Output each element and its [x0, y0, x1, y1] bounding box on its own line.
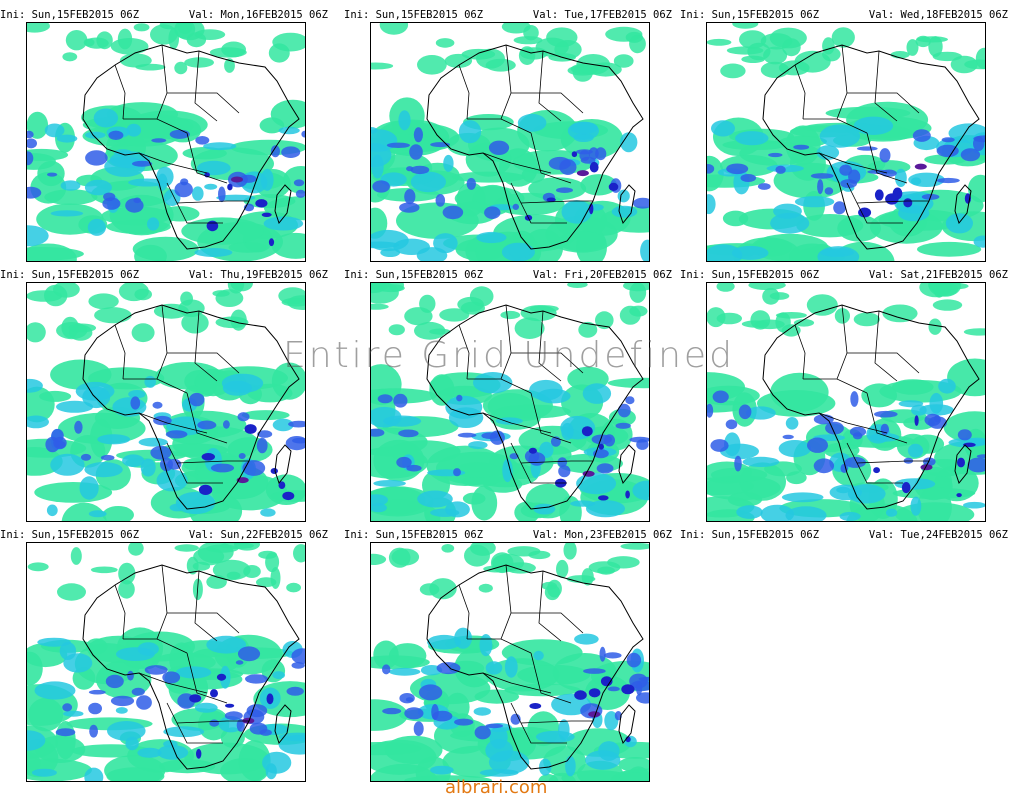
panel-header: Ini: Sun,15FEB2015 06Z Val: Fri,20FEB201… [344, 268, 674, 282]
valid-time-label: Val: Tue,17FEB2015 06Z [532, 9, 672, 21]
map-canvas [27, 283, 305, 521]
valid-time-label: Val: Mon,23FEB2015 06Z [532, 529, 672, 541]
init-time-label: Ini: Sun,15FEB2015 06Z [344, 9, 484, 21]
init-time-label: Ini: Sun,15FEB2015 06Z [680, 9, 820, 21]
madagascar-coastline [274, 444, 292, 485]
map-canvas [27, 23, 305, 261]
panel-header: Ini: Sun,15FEB2015 06Z Val: Mon,23FEB201… [344, 528, 674, 542]
init-time-label: Ini: Sun,15FEB2015 06Z [680, 529, 820, 541]
map-canvas [27, 543, 305, 781]
map-canvas [371, 283, 649, 521]
forecast-panel: Ini: Sun,15FEB2015 06Z Val: Mon,23FEB201… [344, 528, 674, 788]
panel-header: Ini: Sun,15FEB2015 06Z Val: Tue,24FEB201… [680, 528, 1010, 542]
map-canvas [371, 23, 649, 261]
precipitation-map [370, 282, 650, 522]
country-borders [794, 44, 929, 224]
init-time-label: Ini: Sun,15FEB2015 06Z [680, 269, 820, 281]
valid-time-label: Val: Sun,22FEB2015 06Z [188, 529, 328, 541]
country-borders [114, 44, 249, 224]
panel-header: Ini: Sun,15FEB2015 06Z Val: Sun,22FEB201… [0, 528, 330, 542]
panel-header: Ini: Sun,15FEB2015 06Z Val: Sat,21FEB201… [680, 268, 1010, 282]
country-borders [458, 44, 593, 224]
forecast-panel-empty: Ini: Sun,15FEB2015 06Z Val: Tue,24FEB201… [680, 528, 1010, 788]
init-time-label: Ini: Sun,15FEB2015 06Z [344, 269, 484, 281]
forecast-panel: Ini: Sun,15FEB2015 06Z Val: Mon,16FEB201… [0, 8, 330, 268]
forecast-panel: Ini: Sun,15FEB2015 06Z Val: Fri,20FEB201… [344, 268, 674, 528]
madagascar-coastline [274, 704, 292, 745]
precipitation-field [27, 543, 305, 781]
country-borders [114, 304, 249, 484]
forecast-panel: Ini: Sun,15FEB2015 06Z Val: Wed,18FEB201… [680, 8, 1010, 268]
valid-time-label: Val: Wed,18FEB2015 06Z [868, 9, 1008, 21]
forecast-panel: Ini: Sun,15FEB2015 06Z Val: Sat,21FEB201… [680, 268, 1010, 528]
init-time-label: Ini: Sun,15FEB2015 06Z [344, 529, 484, 541]
country-borders [794, 304, 929, 484]
precipitation-map [370, 542, 650, 782]
valid-time-label: Val: Tue,24FEB2015 06Z [868, 529, 1008, 541]
site-credit: albrari.com [445, 777, 548, 798]
precipitation-map [706, 282, 986, 522]
madagascar-coastline [954, 444, 972, 485]
madagascar-coastline [618, 704, 636, 745]
valid-time-label: Val: Thu,19FEB2015 06Z [188, 269, 328, 281]
precipitation-map [26, 22, 306, 262]
country-borders [458, 564, 593, 744]
init-time-label: Ini: Sun,15FEB2015 06Z [0, 529, 140, 541]
madagascar-coastline [618, 184, 636, 225]
precipitation-map [370, 22, 650, 262]
precipitation-map [26, 542, 306, 782]
panel-header: Ini: Sun,15FEB2015 06Z Val: Mon,16FEB201… [0, 8, 330, 22]
precipitation-field [707, 283, 985, 521]
precipitation-field [371, 543, 649, 781]
country-borders [114, 564, 249, 744]
precipitation-field [27, 283, 305, 521]
panel-header: Ini: Sun,15FEB2015 06Z Val: Tue,17FEB201… [344, 8, 674, 22]
madagascar-coastline [618, 444, 636, 485]
madagascar-coastline [954, 184, 972, 225]
country-borders [458, 304, 593, 484]
init-time-label: Ini: Sun,15FEB2015 06Z [0, 269, 140, 281]
forecast-panel: Ini: Sun,15FEB2015 06Z Val: Tue,17FEB201… [344, 8, 674, 268]
map-canvas [707, 283, 985, 521]
valid-time-label: Val: Sat,21FEB2015 06Z [868, 269, 1008, 281]
forecast-panel: Ini: Sun,15FEB2015 06Z Val: Sun,22FEB201… [0, 528, 330, 788]
madagascar-coastline [274, 184, 292, 225]
map-canvas [371, 543, 649, 781]
panel-header: Ini: Sun,15FEB2015 06Z Val: Thu,19FEB201… [0, 268, 330, 282]
precipitation-map [26, 282, 306, 522]
valid-time-label: Val: Mon,16FEB2015 06Z [188, 9, 328, 21]
valid-time-label: Val: Fri,20FEB2015 06Z [532, 269, 672, 281]
precipitation-field [707, 23, 985, 261]
precipitation-map [706, 22, 986, 262]
init-time-label: Ini: Sun,15FEB2015 06Z [0, 9, 140, 21]
map-canvas [707, 23, 985, 261]
precipitation-field [371, 283, 649, 521]
forecast-panel: Ini: Sun,15FEB2015 06Z Val: Thu,19FEB201… [0, 268, 330, 528]
panel-header: Ini: Sun,15FEB2015 06Z Val: Wed,18FEB201… [680, 8, 1010, 22]
